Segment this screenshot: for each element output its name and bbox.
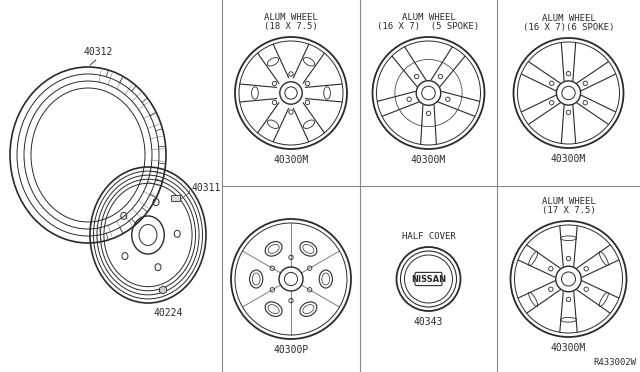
Text: 40343: 40343	[414, 317, 443, 327]
Polygon shape	[159, 286, 166, 294]
Text: (16 X 7)  (5 SPOKE): (16 X 7) (5 SPOKE)	[378, 22, 479, 31]
Text: (16 X 7)(6 SPOKE): (16 X 7)(6 SPOKE)	[523, 23, 614, 32]
Text: 40224: 40224	[154, 308, 182, 318]
Text: ALUM WHEEL: ALUM WHEEL	[541, 14, 595, 23]
FancyBboxPatch shape	[172, 196, 180, 202]
Text: ALUM WHEEL: ALUM WHEEL	[541, 197, 595, 206]
Text: 40300M: 40300M	[551, 154, 586, 164]
Text: HALF COVER: HALF COVER	[402, 232, 456, 241]
Text: 40300M: 40300M	[411, 155, 446, 165]
Text: NISSAN: NISSAN	[411, 275, 446, 283]
Text: 40300M: 40300M	[551, 343, 586, 353]
Text: 40300P: 40300P	[273, 345, 308, 355]
Text: (18 X 7.5): (18 X 7.5)	[264, 22, 318, 31]
Text: (17 X 7.5): (17 X 7.5)	[541, 206, 595, 215]
Text: ALUM WHEEL: ALUM WHEEL	[402, 13, 456, 22]
Text: 40300M: 40300M	[273, 155, 308, 165]
Text: ALUM WHEEL: ALUM WHEEL	[264, 13, 318, 22]
Text: 40311: 40311	[191, 183, 220, 193]
Text: 40312: 40312	[83, 47, 113, 57]
Text: R433002W: R433002W	[593, 358, 636, 367]
